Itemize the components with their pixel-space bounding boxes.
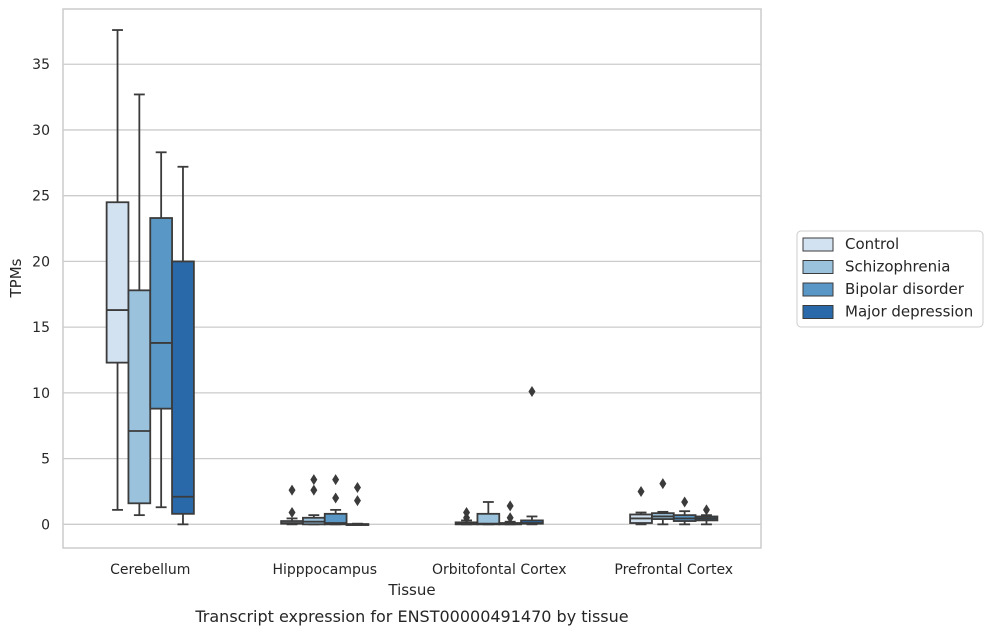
- box-group: [105, 29, 130, 511]
- legend-frame: [796, 230, 984, 328]
- x-axis-title: Tissue: [387, 581, 435, 599]
- box-series: [105, 29, 719, 526]
- y-tick-label: 15: [32, 320, 50, 336]
- legend-swatch: [802, 260, 834, 274]
- box: [171, 260, 195, 515]
- y-tick-label: 10: [32, 386, 50, 402]
- outlier-point: [528, 386, 536, 398]
- outlier-point: [681, 496, 689, 508]
- box-group: [345, 482, 370, 526]
- legend-label: Schizophrenia: [845, 258, 950, 276]
- plot-frame: [62, 8, 762, 549]
- y-tick-label: 0: [41, 517, 50, 533]
- y-tick-label: 30: [32, 123, 50, 139]
- legend-label: Bipolar disorder: [845, 280, 965, 298]
- y-axis-title: TPMs: [7, 258, 25, 298]
- box-group: [323, 474, 348, 526]
- outlier-point: [310, 474, 318, 486]
- box: [323, 512, 348, 526]
- box: [127, 289, 152, 505]
- box-group: [694, 504, 719, 526]
- box-group: [454, 507, 479, 526]
- box-group: [171, 165, 195, 526]
- y-tick-label: 5: [41, 452, 50, 468]
- outlier-point: [353, 495, 361, 507]
- x-tick-label: Cerebellum: [110, 562, 190, 578]
- outlier-point: [332, 474, 340, 486]
- outlier-point: [702, 504, 710, 516]
- outlier-point: [310, 484, 318, 496]
- outlier-point: [506, 512, 514, 524]
- outlier-point: [288, 484, 296, 496]
- y-axis-ticks: 0 5 10 15 20 25 30 35: [32, 57, 50, 533]
- x-tick-label: Orbitofontal Cortex: [432, 562, 567, 578]
- box: [476, 512, 501, 526]
- outlier-point: [506, 500, 514, 512]
- chart-caption: Transcript expression for ENST0000049147…: [194, 607, 628, 626]
- legend: Control Schizophrenia Bipolar disorder Majo…: [796, 230, 984, 328]
- outlier-point: [637, 485, 645, 497]
- box-group: [520, 386, 544, 526]
- legend-label: Major depression: [845, 303, 973, 321]
- outlier-point: [659, 478, 667, 490]
- y-tick-label: 35: [32, 57, 50, 73]
- y-tick-label: 25: [32, 189, 50, 205]
- outlier-point: [332, 492, 340, 504]
- x-tick-label: Prefrontal Cortex: [614, 562, 733, 578]
- outlier-point: [463, 507, 471, 519]
- x-tick-label: Hipppocampus: [272, 562, 377, 578]
- y-tick-label: 20: [32, 254, 50, 270]
- box-group: [476, 501, 501, 526]
- outlier-point: [288, 507, 296, 519]
- legend-label: Control: [845, 235, 899, 253]
- legend-swatch: [802, 237, 834, 252]
- legend-swatch: [802, 282, 834, 297]
- x-axis-ticks: Cerebellum Hipppocampus Orbitofontal Corte…: [110, 562, 733, 578]
- box: [149, 217, 173, 410]
- outlier-point: [353, 482, 361, 494]
- box-group: [280, 484, 304, 526]
- box-group: [127, 93, 152, 517]
- legend-swatch: [802, 305, 834, 319]
- box: [105, 201, 130, 364]
